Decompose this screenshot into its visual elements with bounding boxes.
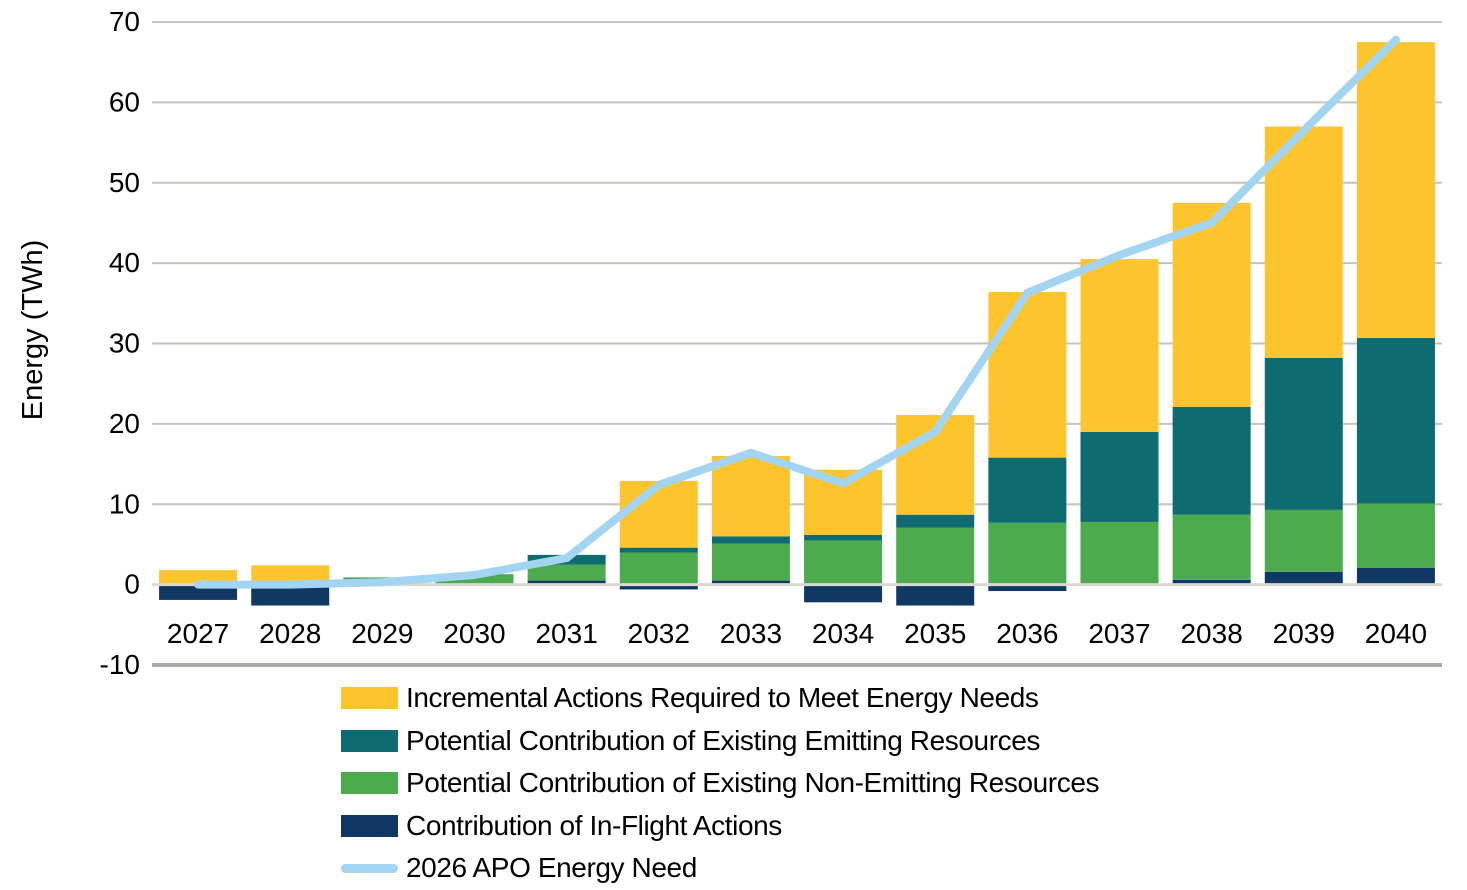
legend-item-incremental-actions: Incremental Actions Required to Meet Ene… xyxy=(341,677,1099,720)
bar-segment-2032-series3 xyxy=(619,584,698,590)
x-tick-label-2040: 2040 xyxy=(1365,618,1427,649)
legend-label-emitting-resources: Potential Contribution of Existing Emitt… xyxy=(406,724,1041,756)
bar-segment-2040-series2 xyxy=(1356,503,1435,568)
x-tick-label-2031: 2031 xyxy=(535,618,597,649)
bar-segment-2033-series2 xyxy=(711,543,790,581)
bar-segment-2032-series1 xyxy=(619,547,698,553)
legend-label-non-emitting-resources: Potential Contribution of Existing Non-E… xyxy=(406,767,1100,799)
legend-item-in-flight-actions: Contribution of In-Flight Actions xyxy=(341,805,1099,848)
bar-segment-2033-series1 xyxy=(711,536,790,544)
x-tick-label-2037: 2037 xyxy=(1088,618,1150,649)
legend: Incremental Actions Required to Meet Ene… xyxy=(341,677,1100,890)
legend-label-apo-energy-need: 2026 APO Energy Need xyxy=(406,852,697,884)
x-tick-label-2030: 2030 xyxy=(443,618,505,649)
x-tick-label-2033: 2033 xyxy=(720,618,782,649)
legend-swatch-apo-energy-need-line xyxy=(341,863,398,873)
bar-segment-2039-series3 xyxy=(1264,571,1343,585)
legend-swatch-non-emitting-resources xyxy=(341,772,398,795)
legend-label-in-flight-actions: Contribution of In-Flight Actions xyxy=(406,809,782,841)
gridlines-layer xyxy=(152,21,1442,667)
bar-segment-2038-series3 xyxy=(1172,579,1251,585)
bar-segment-2032-series0 xyxy=(619,480,698,548)
apo-energy-need-line xyxy=(194,35,1400,589)
apo-line-layer xyxy=(194,35,1400,589)
legend-label-incremental-actions: Incremental Actions Required to Meet Ene… xyxy=(406,682,1039,714)
bar-segment-2040-series1 xyxy=(1356,337,1435,504)
legend-item-emitting-resources: Potential Contribution of Existing Emitt… xyxy=(341,720,1099,763)
bar-segment-2034-series1 xyxy=(804,534,883,541)
y-tick-label-50: 50 xyxy=(109,167,140,198)
x-tick-label-2034: 2034 xyxy=(812,618,874,649)
x-tick-label-2028: 2028 xyxy=(259,618,321,649)
y-tick-label-70: 70 xyxy=(109,6,140,37)
bar-segment-2031-series2 xyxy=(527,564,606,581)
legend-swatch-emitting-resources xyxy=(341,729,398,752)
bar-segment-2039-series1 xyxy=(1264,357,1343,510)
y-tick-label-0: 0 xyxy=(124,569,140,600)
bar-segment-2039-series2 xyxy=(1264,509,1343,572)
bar-segment-2037-series1 xyxy=(1080,431,1159,522)
x-tick-label-2029: 2029 xyxy=(351,618,413,649)
bar-segment-2037-series0 xyxy=(1080,259,1159,432)
x-tick-label-2038: 2038 xyxy=(1180,618,1242,649)
y-tick-label-20: 20 xyxy=(109,408,140,439)
y-axis-title: Energy (TWh) xyxy=(17,240,49,420)
x-tick-label-2027: 2027 xyxy=(167,618,229,649)
legend-item-apo-energy-need: 2026 APO Energy Need xyxy=(341,847,1099,890)
bar-segment-2034-series3 xyxy=(804,584,883,603)
y-tick-label-60: 60 xyxy=(109,86,140,117)
bar-segment-2038-series0 xyxy=(1172,202,1251,407)
bar-segment-2030-series2 xyxy=(435,574,514,585)
x-tick-label-2036: 2036 xyxy=(996,618,1058,649)
bar-segment-2035-series1 xyxy=(896,514,975,528)
bar-segment-2036-series1 xyxy=(988,457,1067,523)
legend-item-non-emitting-resources: Potential Contribution of Existing Non-E… xyxy=(341,762,1100,805)
bar-segment-2034-series2 xyxy=(804,540,883,585)
bar-segment-2040-series0 xyxy=(1356,42,1435,338)
bar-segment-2036-series0 xyxy=(988,292,1067,458)
bar-segment-2036-series2 xyxy=(988,522,1067,585)
bar-segment-2033-series0 xyxy=(711,456,790,537)
bar-segment-2039-series0 xyxy=(1264,126,1343,358)
bar-segment-2035-series3 xyxy=(896,584,975,606)
bar-segment-2038-series1 xyxy=(1172,406,1251,515)
x-tick-label-2039: 2039 xyxy=(1273,618,1335,649)
bar-segment-2028-series0 xyxy=(251,565,330,585)
y-tick-label-10: 10 xyxy=(109,488,140,519)
bar-segment-2033-series3 xyxy=(711,580,790,585)
x-tick-label-2035: 2035 xyxy=(904,618,966,649)
bar-segment-2037-series2 xyxy=(1080,521,1159,585)
bar-segment-2031-series3 xyxy=(527,580,606,585)
bar-segment-2035-series2 xyxy=(896,527,975,585)
bar-segment-2038-series2 xyxy=(1172,514,1251,580)
legend-swatch-incremental-actions xyxy=(341,687,398,710)
bar-segment-2036-series3 xyxy=(988,584,1067,592)
bar-segment-2032-series2 xyxy=(619,552,698,585)
y-tick-label--10: -10 xyxy=(100,649,140,680)
y-tick-label-40: 40 xyxy=(109,247,140,278)
bar-segment-2040-series3 xyxy=(1356,567,1435,585)
bars-layer xyxy=(159,42,1435,606)
x-tick-label-2032: 2032 xyxy=(628,618,690,649)
tick-labels-layer: 70 60 50 40 30 20 10 0 -10 2027 2028 2029 2030 2031 20… xyxy=(100,6,1428,680)
bar-segment-2028-series3 xyxy=(251,584,330,606)
y-tick-label-30: 30 xyxy=(109,328,140,359)
legend-swatch-in-flight-actions xyxy=(341,814,398,837)
